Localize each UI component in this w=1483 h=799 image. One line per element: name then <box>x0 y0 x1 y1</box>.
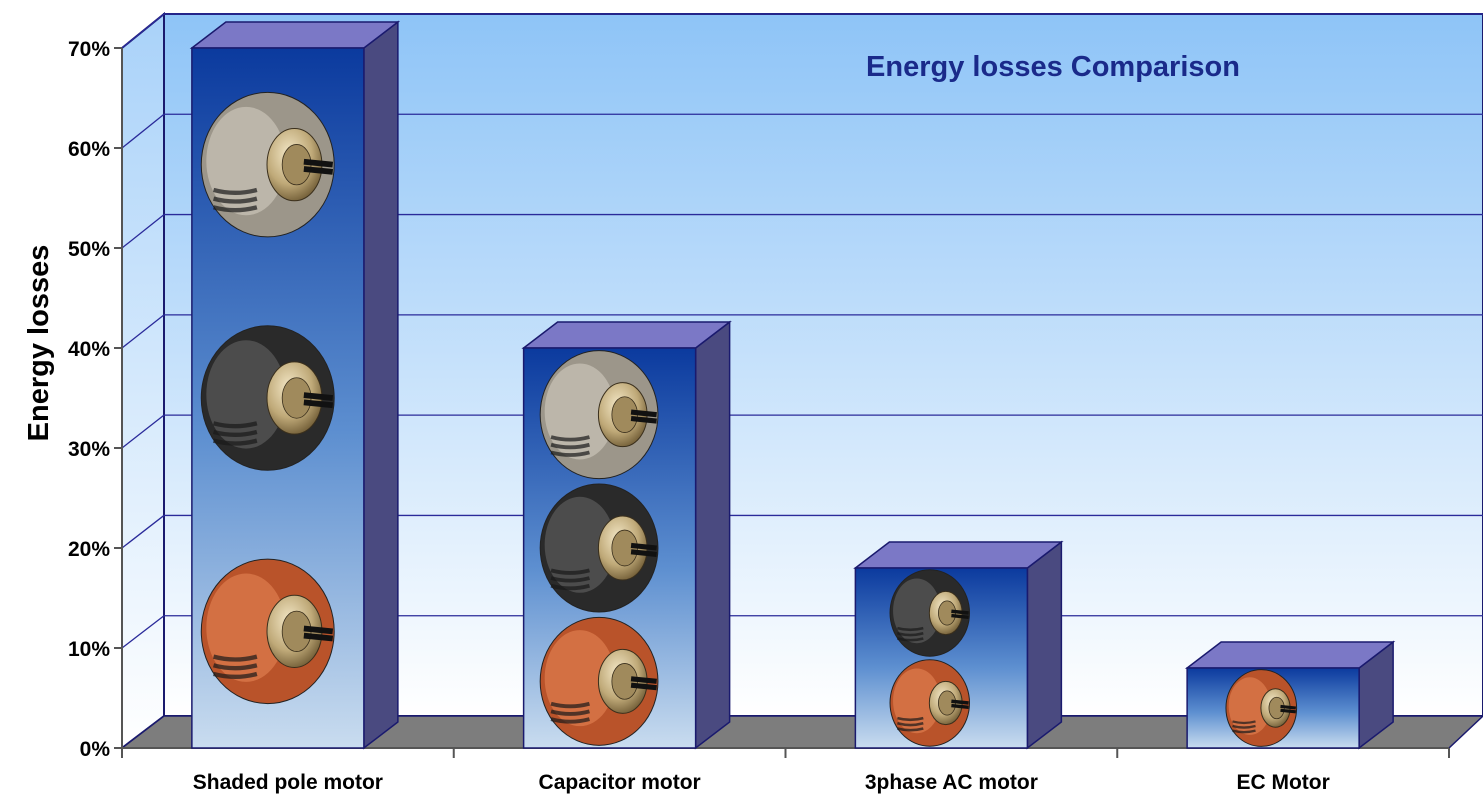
x-axis-ticks: Shaded pole motor Capacitor motor 3phase A… <box>121 748 1450 794</box>
fan-motor-icon <box>200 91 335 705</box>
y-tick-label: 0% <box>80 738 111 761</box>
grid-line-side <box>121 13 165 49</box>
y-axis-ticks: 0% 10% 20% 30% 40% 50% 60% 70% <box>68 38 122 761</box>
grid-line-side <box>121 615 165 649</box>
chart-title: Energy losses Comparison <box>866 51 1240 83</box>
fan-motor-icon <box>1225 669 1298 747</box>
y-tick-label: 10% <box>68 638 110 661</box>
x-tick-label: EC Motor <box>1236 771 1329 794</box>
y-tick-label: 50% <box>68 238 110 261</box>
grid-line-side <box>121 414 165 449</box>
x-tick-label: Capacitor motor <box>539 771 701 794</box>
bar-top <box>189 21 401 49</box>
bar-side <box>363 20 399 750</box>
y-tick-label: 60% <box>68 138 110 161</box>
y-tick-label: 70% <box>68 38 110 61</box>
bar-side <box>1026 540 1063 750</box>
x-tick-label: Shaded pole motor <box>193 771 383 794</box>
x-tick-label: 3phase AC motor <box>865 771 1038 794</box>
y-tick-label: 20% <box>68 538 110 561</box>
bar <box>189 20 401 750</box>
y-tick-label: 40% <box>68 338 110 361</box>
bar <box>521 320 732 750</box>
fan-motor-icon <box>539 350 659 746</box>
bars <box>189 20 1396 750</box>
bar-side <box>694 320 731 750</box>
grid-line-side <box>121 314 165 349</box>
grid-line-side <box>121 113 165 149</box>
bar <box>853 540 1064 750</box>
bar-top <box>1184 641 1396 669</box>
y-axis-title: Energy losses <box>23 245 55 442</box>
chart-side-wall <box>121 11 165 751</box>
bar <box>1184 640 1396 750</box>
grid-line-side <box>121 214 165 249</box>
fan-motor-icon <box>889 569 971 747</box>
bar-top <box>853 541 1064 569</box>
y-tick-label: 30% <box>68 438 110 461</box>
bar-top <box>521 321 732 349</box>
grid-line-side <box>121 514 165 549</box>
